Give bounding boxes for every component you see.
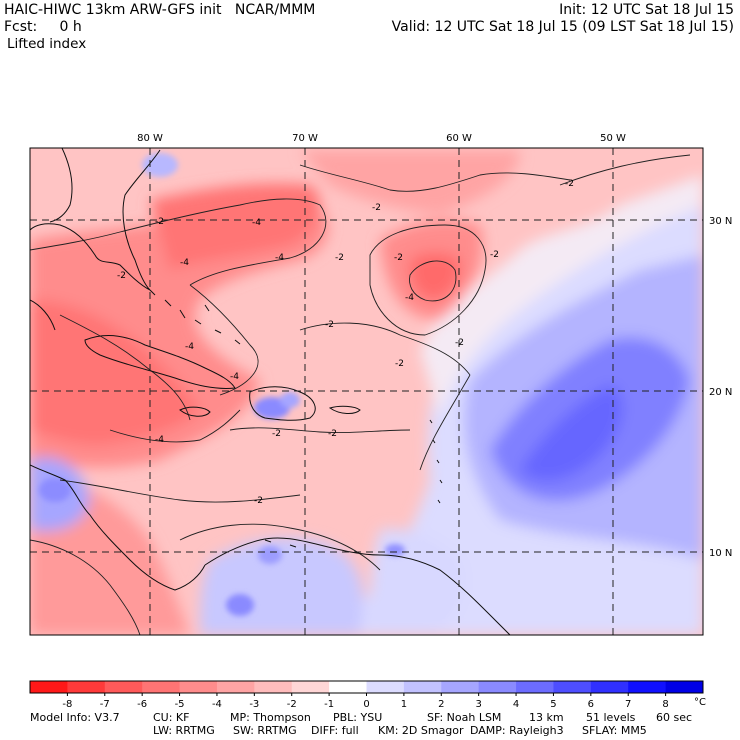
contour-label: -2: [395, 359, 404, 369]
colorbar-tick-label: 7: [625, 699, 631, 710]
contour-label: -2: [254, 496, 263, 506]
lon-label: 80 W: [137, 133, 163, 144]
colorbar-unit: °C: [694, 697, 706, 708]
model-info-lw: LW: RRTMG: [153, 724, 215, 737]
colorbar-tick-label: -5: [175, 699, 185, 710]
contour-label: -2: [394, 253, 403, 263]
lon-label: 60 W: [446, 133, 472, 144]
contour-label: -2: [328, 429, 337, 439]
colorbar-swatch: [179, 681, 218, 693]
colorbar-swatch: [553, 681, 592, 693]
model-info-damp: DAMP: Rayleigh3: [470, 724, 564, 737]
colorbar-tick-label: 5: [550, 699, 556, 710]
coastlines: [30, 148, 511, 635]
colorbar-swatch: [329, 681, 367, 693]
lat-label: 20 N: [709, 387, 732, 398]
colorbar-tick-label: 1: [401, 699, 407, 710]
colorbar-tick-label: 2: [438, 699, 444, 710]
model-info-timestep: 60 sec: [656, 711, 693, 724]
contour-label: -2: [455, 338, 464, 348]
colorbar-tick-label: -1: [324, 699, 334, 710]
lat-label: 30 N: [709, 216, 732, 227]
contour-label: -4: [252, 218, 261, 228]
colorbar-swatch: [291, 681, 330, 693]
colorbar-tick-label: 8: [662, 699, 668, 710]
contour-value-labels: -2 -4 -4 -2 -2 -2 -4 -2 -2 -2 -2 -2 -4 -…: [117, 179, 574, 506]
forecast-hour: Fcst: 0 h: [4, 19, 82, 35]
colorbar-swatch: [665, 681, 704, 693]
colorbar-tick-label: -8: [62, 699, 72, 710]
contour-label: -4: [180, 258, 189, 268]
graticule: [30, 148, 703, 635]
lat-label: 10 N: [709, 548, 732, 559]
contour-label: -2: [335, 253, 344, 263]
colorbar-tick-label: 4: [513, 699, 519, 710]
org-label: NCAR/MMM: [234, 2, 316, 18]
colorbar-swatch: [478, 681, 517, 693]
lon-label: 70 W: [292, 133, 318, 144]
contour-label: -2: [372, 203, 381, 213]
model-info-cu: CU: KF: [153, 711, 190, 724]
model-info-mp: MP: Thompson: [230, 711, 311, 724]
model-info-version: Model Info: V3.7: [30, 711, 120, 724]
colorbar: [29, 680, 704, 694]
contour-lines: [30, 154, 691, 635]
colorbar-tick-label: 0: [363, 699, 369, 710]
colorbar-swatch: [628, 681, 667, 693]
colorbar-tick-label: 3: [475, 699, 481, 710]
plot-frame: [29, 147, 704, 636]
contour-label: -2: [565, 179, 574, 189]
axis-labels: 80 W 70 W 60 W 50 W 30 N 20 N 10 N: [137, 133, 732, 559]
contour-label: -2: [155, 217, 164, 227]
colorbar-tick-label: -2: [287, 699, 297, 710]
model-title: HAIC-HIWC 13km ARW-GFS init NCAR/MMM: [4, 2, 316, 18]
colorbar-tick-label: -4: [212, 699, 222, 710]
colorbar-swatch: [366, 681, 405, 693]
colorbar-tick-label: 6: [588, 699, 594, 710]
colorbar-swatch: [142, 681, 181, 693]
colorbar-swatch: [67, 681, 106, 693]
model-info-diff: DIFF: full: [311, 724, 359, 737]
contour-label: -2: [490, 250, 499, 260]
colorbar-swatch: [590, 681, 629, 693]
model-info-sw: SW: RRTMG: [233, 724, 297, 737]
colorbar-tick-label: -3: [249, 699, 259, 710]
colorbar-tick-label: -6: [137, 699, 147, 710]
contour-label: -2: [117, 271, 126, 281]
model-info-sflay: SFLAY: MM5: [582, 724, 647, 737]
init-time: Init: 12 UTC Sat 18 Jul 15: [559, 2, 734, 18]
model-info-sf: SF: Noah LSM: [427, 711, 502, 724]
model-info-km: KM: 2D Smagor: [378, 724, 464, 737]
contour-label: -4: [275, 253, 284, 263]
valid-time: Valid: 12 UTC Sat 18 Jul 15 (09 LST Sat …: [391, 19, 734, 35]
colorbar-swatch: [216, 681, 255, 693]
colorbar-ticks: -8 -7 -6 -5 -4 -3 -2 -1 0 1 2 3 4 5 6 7 8: [62, 693, 669, 710]
contour-label: -2: [272, 429, 281, 439]
contour-label: -2: [325, 320, 334, 330]
colorbar-swatch: [30, 681, 68, 693]
model-info-levels: 51 levels: [586, 711, 636, 724]
colorbar-tick-label: -7: [100, 699, 110, 710]
contour-label: -4: [155, 435, 164, 445]
field-name: Lifted index: [7, 36, 87, 52]
contour-label: -4: [185, 342, 194, 352]
contour-label: -4: [405, 293, 414, 303]
colorbar-swatch: [254, 681, 293, 693]
colorbar-swatch: [403, 681, 442, 693]
contour-label: -4: [230, 372, 239, 382]
colorbar-swatch: [516, 681, 554, 693]
lon-label: 50 W: [600, 133, 626, 144]
model-info-pbl: PBL: YSU: [333, 711, 383, 724]
model-info-res: 13 km: [529, 711, 564, 724]
colorbar-swatch: [104, 681, 143, 693]
colorbar-swatch: [441, 681, 480, 693]
